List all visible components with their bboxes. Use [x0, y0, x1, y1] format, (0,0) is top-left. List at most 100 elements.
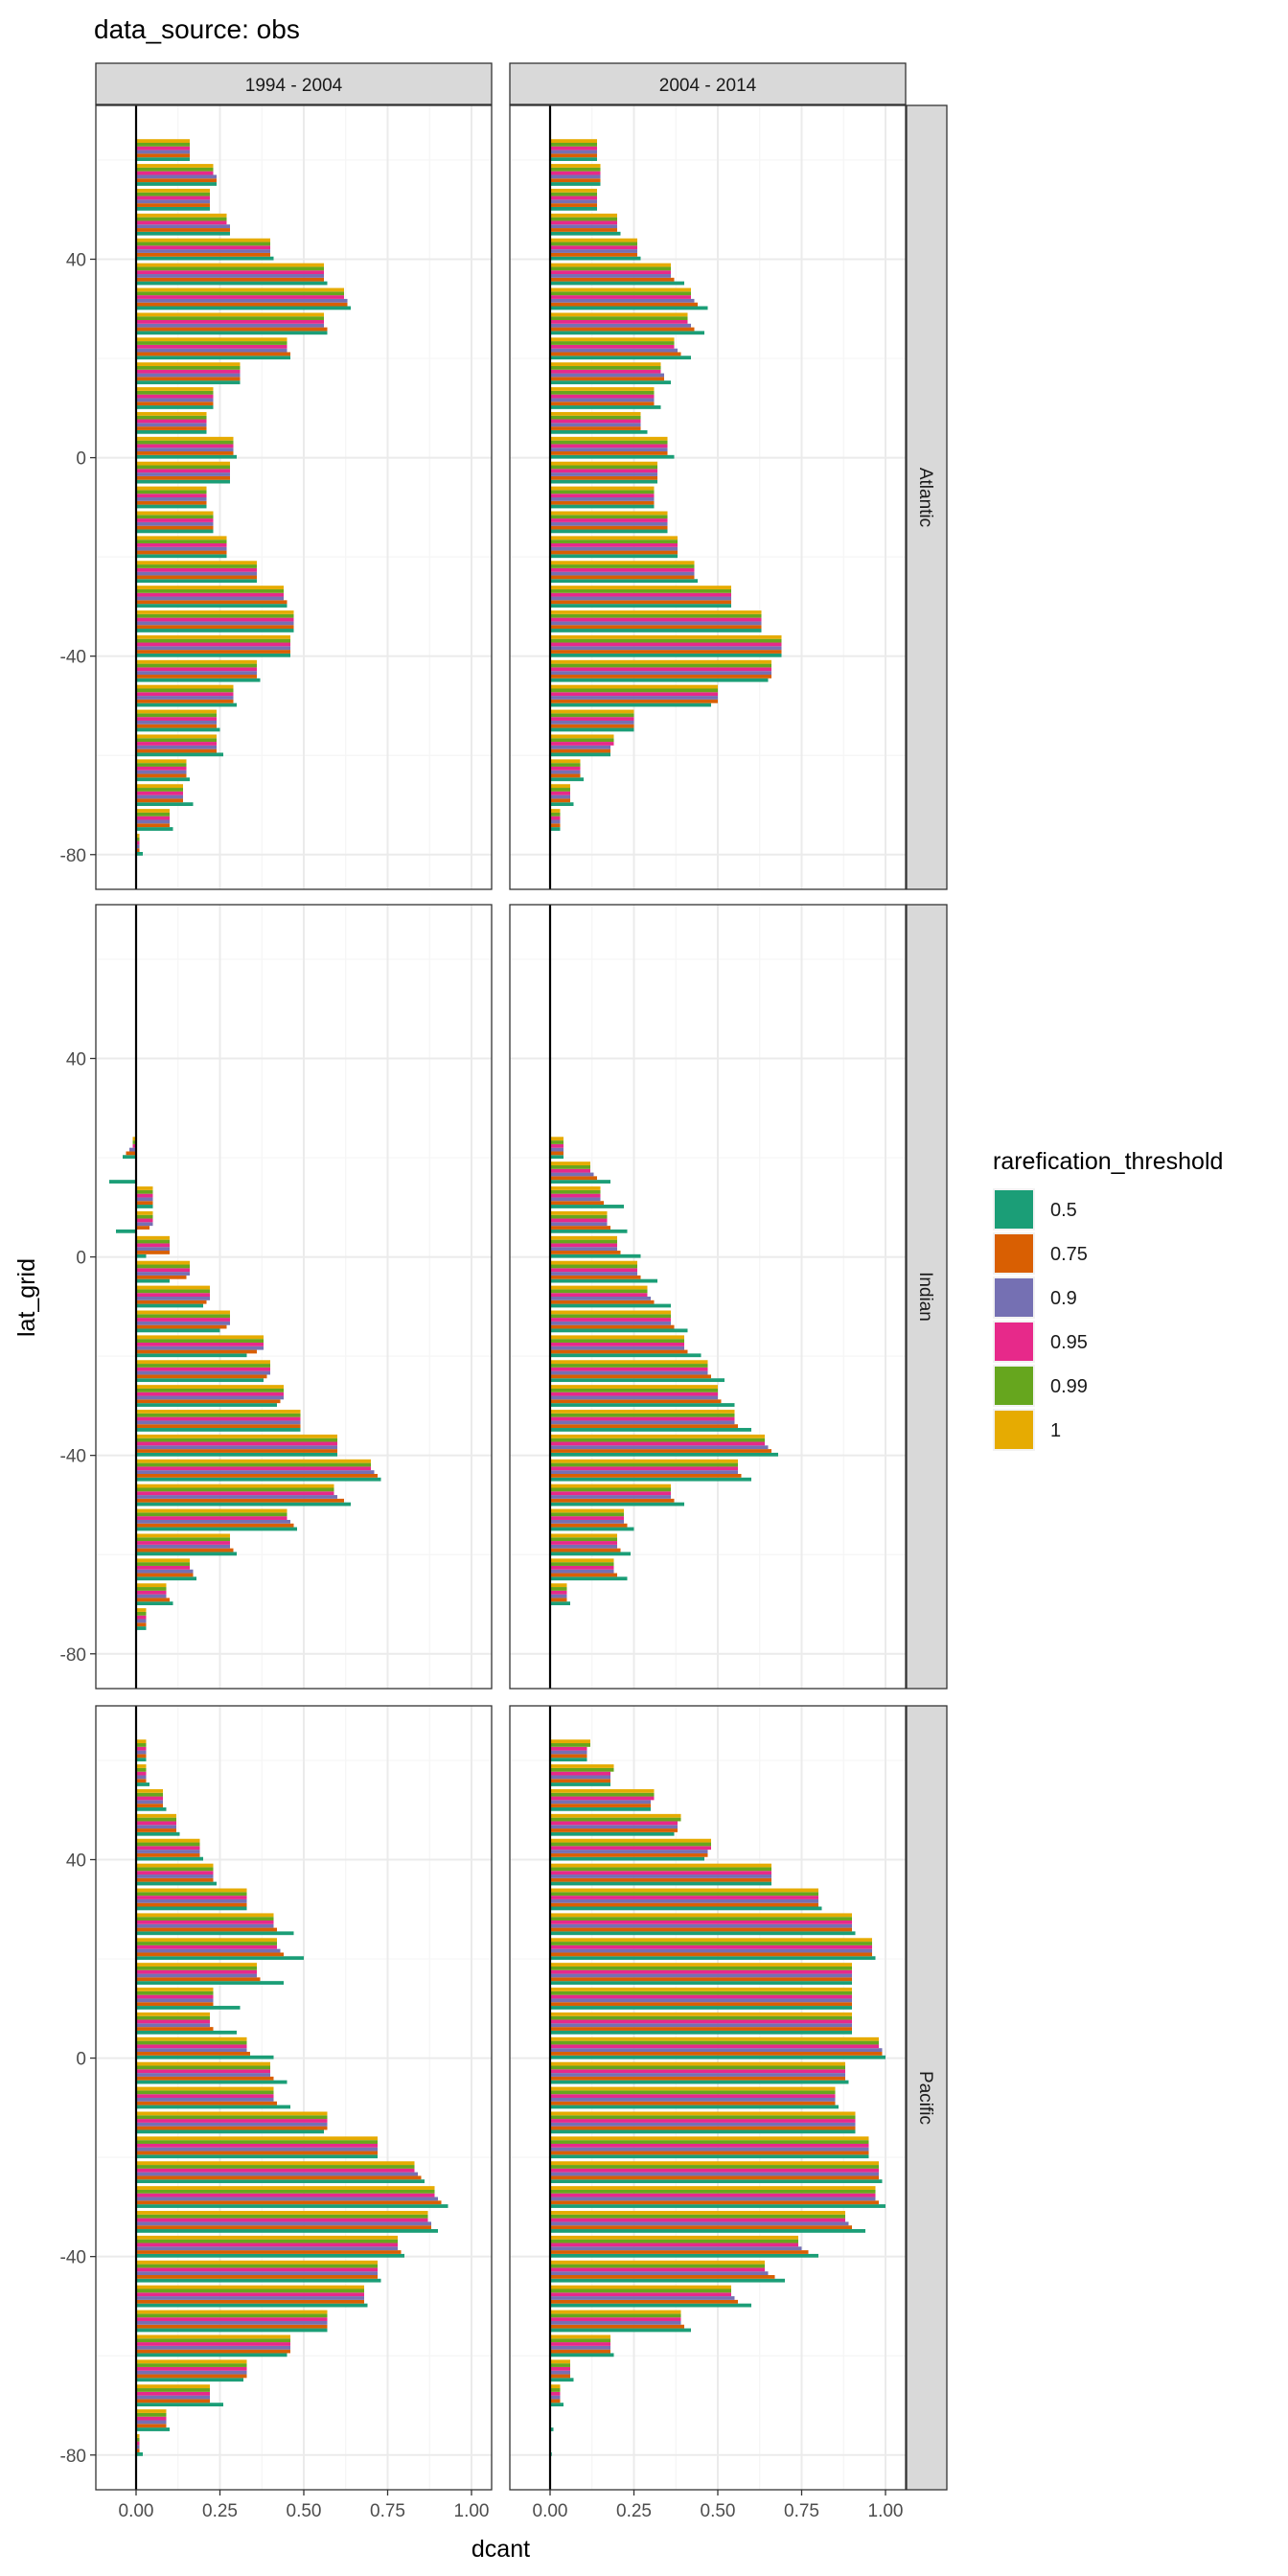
bar [550, 263, 671, 267]
bar [136, 288, 344, 292]
bar [550, 1392, 718, 1396]
bar [550, 2104, 839, 2109]
bar [550, 2274, 775, 2279]
legend: rarefication_threshold 0.5 0.75 0.9 0.95 0.99… [993, 1148, 1223, 1451]
bar [136, 1495, 337, 1499]
bar [136, 1399, 281, 1404]
strip-label: Pacific [915, 2071, 935, 2125]
bar [136, 2412, 167, 2417]
bar [136, 146, 190, 150]
bar [550, 1938, 872, 1943]
bar [136, 224, 230, 229]
bar [136, 306, 351, 310]
bar [550, 1871, 771, 1875]
bar [550, 1527, 634, 1531]
bar [550, 1438, 765, 1442]
bar [136, 2288, 364, 2293]
bar [136, 2115, 328, 2120]
bar [136, 2065, 270, 2070]
bar [136, 2027, 214, 2031]
bar [550, 270, 671, 275]
bar [136, 1927, 277, 1932]
strip-background [906, 104, 948, 890]
bar [136, 1300, 207, 1304]
legend-swatch [995, 1322, 1033, 1361]
bar [136, 1626, 147, 1630]
bar [136, 2449, 140, 2452]
bar [550, 2310, 681, 2314]
bar [550, 2168, 879, 2173]
bar [136, 2179, 425, 2184]
bar [136, 2165, 415, 2169]
strip-row-indian: Indian [906, 904, 948, 1690]
bar [550, 1285, 648, 1290]
bar [136, 2111, 328, 2116]
bar [136, 521, 214, 526]
bar [136, 504, 207, 509]
bar [550, 327, 695, 332]
bar [136, 1981, 284, 1985]
bar [136, 2260, 378, 2265]
bar [550, 436, 668, 441]
bar [136, 2437, 140, 2442]
bar [550, 734, 614, 739]
bar [550, 206, 597, 211]
bar [550, 192, 597, 196]
bar [136, 1445, 337, 1450]
bar [136, 777, 190, 782]
bar [136, 2221, 431, 2226]
bar [550, 1151, 564, 1156]
bar [550, 323, 691, 328]
bar [136, 171, 214, 175]
bar [136, 773, 187, 778]
bar [136, 1349, 257, 1354]
bar [136, 699, 234, 703]
bar [550, 1788, 655, 1793]
bar [550, 1544, 617, 1549]
bar [550, 1508, 624, 1513]
bar [550, 610, 762, 614]
bar [136, 1360, 270, 1365]
bar [136, 592, 284, 597]
bar [550, 1917, 852, 1921]
bar [550, 1963, 852, 1966]
bar [550, 320, 688, 324]
bar [550, 1573, 617, 1577]
bar [136, 671, 257, 675]
bar [136, 588, 284, 593]
bar [550, 451, 668, 455]
bar [550, 659, 771, 664]
bar [136, 579, 257, 584]
bar [550, 586, 731, 589]
bar [136, 1378, 264, 1383]
bar [550, 515, 668, 519]
bar [550, 1569, 614, 1574]
bar [136, 337, 288, 342]
bar [550, 402, 655, 406]
bar [550, 1180, 610, 1184]
x-tick-label: 0.50 [287, 2501, 322, 2521]
bar [550, 745, 610, 749]
bar [136, 274, 324, 278]
bar [136, 490, 207, 494]
bar [550, 490, 655, 494]
bar [550, 2378, 574, 2382]
bar [550, 1399, 722, 1404]
bar [136, 1594, 167, 1598]
bar [136, 2374, 247, 2379]
bar [550, 613, 762, 618]
panel-border [509, 904, 907, 1690]
bar [550, 405, 661, 409]
strip-label: Indian [915, 1272, 935, 1322]
bar [136, 167, 214, 172]
bar [136, 1395, 284, 1400]
bar [550, 2264, 765, 2268]
bar [550, 2253, 818, 2258]
x-tick-label: 0.25 [616, 2501, 652, 2521]
bar [136, 770, 187, 774]
bar [136, 1428, 301, 1432]
bar [136, 1441, 337, 1446]
bar [136, 629, 294, 632]
bar [136, 2040, 247, 2045]
bar [136, 1838, 200, 1843]
